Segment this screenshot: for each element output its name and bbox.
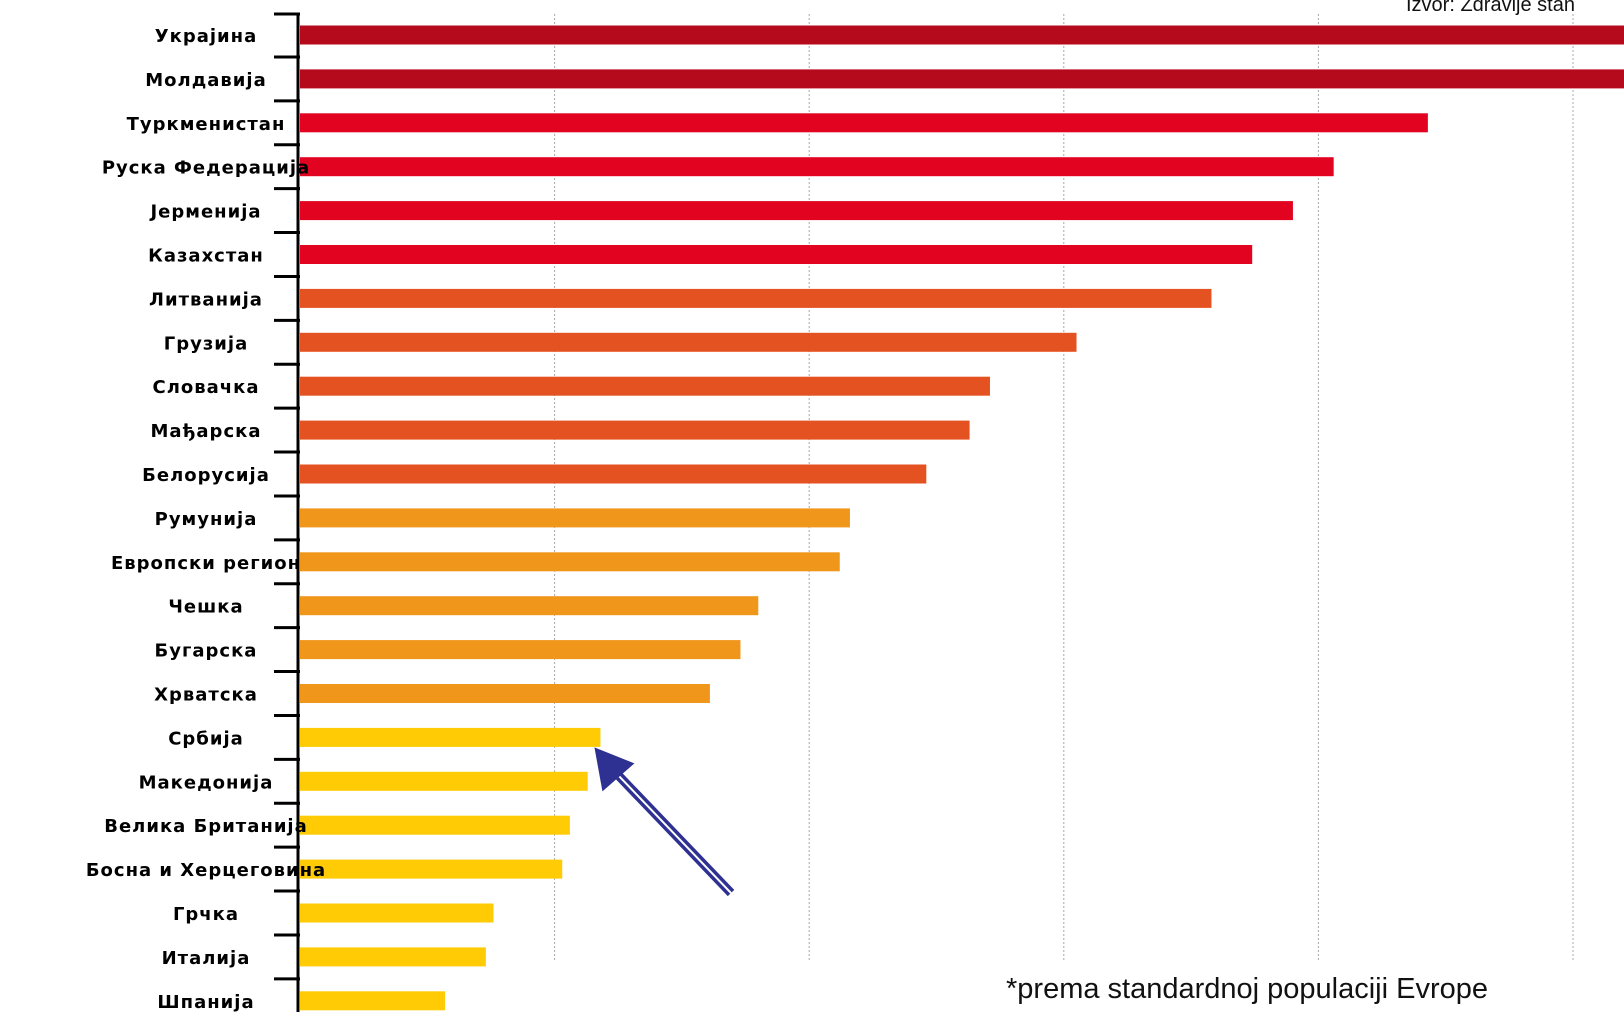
bar — [300, 376, 990, 396]
bar — [300, 288, 1212, 308]
category-label: Казахстан — [148, 246, 264, 267]
category-label: Украјина — [155, 26, 258, 47]
bar — [300, 640, 741, 660]
category-label: Молдавија — [145, 70, 266, 91]
category-label: Чешка — [168, 597, 243, 618]
category-label: Хрватска — [154, 685, 258, 706]
category-label: Руска Федерација — [102, 158, 310, 179]
category-label: Европски регион — [111, 553, 301, 574]
bar — [300, 815, 570, 835]
category-label: Бугарска — [155, 641, 258, 662]
source-note: Izvor: Zdravije stan — [1406, 0, 1575, 16]
bar — [300, 201, 1293, 221]
category-label: Литванија — [149, 289, 263, 310]
bar — [300, 859, 563, 879]
footnote: *prema standardnoj populaciji Evrope — [1006, 973, 1489, 1005]
bar — [300, 69, 1624, 89]
category-label: Шпанија — [157, 992, 254, 1012]
bar — [300, 596, 759, 616]
category-label: Мађарска — [151, 421, 262, 442]
bar — [300, 113, 1428, 133]
bar — [300, 332, 1077, 352]
category-label: Велика Британија — [104, 816, 308, 837]
category-label: Грузија — [164, 333, 248, 354]
bar — [300, 771, 588, 791]
category-label: Македонија — [139, 772, 274, 793]
category-label: Србија — [168, 728, 244, 749]
bar — [300, 420, 970, 440]
category-label: Румунија — [155, 509, 258, 530]
category-label: Босна и Херцеговина — [86, 860, 326, 881]
bar — [300, 991, 446, 1011]
bar — [300, 508, 850, 528]
category-label: Јерменија — [148, 202, 261, 223]
category-label: Словачка — [152, 377, 259, 398]
category-label: Туркменистан — [127, 114, 286, 135]
bar — [300, 464, 927, 484]
bar — [300, 25, 1624, 45]
highlight-arrow-head — [594, 747, 635, 792]
bar — [300, 903, 494, 923]
category-label: Грчка — [173, 904, 239, 925]
bar — [300, 552, 840, 572]
category-label: Белорусија — [142, 465, 270, 486]
bar — [300, 684, 710, 703]
bar — [300, 157, 1334, 177]
bar — [300, 947, 486, 967]
bar — [300, 727, 601, 747]
highlight-arrow-shaft-inner — [615, 772, 732, 894]
bar — [300, 245, 1253, 264]
category-label: Италија — [162, 948, 251, 969]
